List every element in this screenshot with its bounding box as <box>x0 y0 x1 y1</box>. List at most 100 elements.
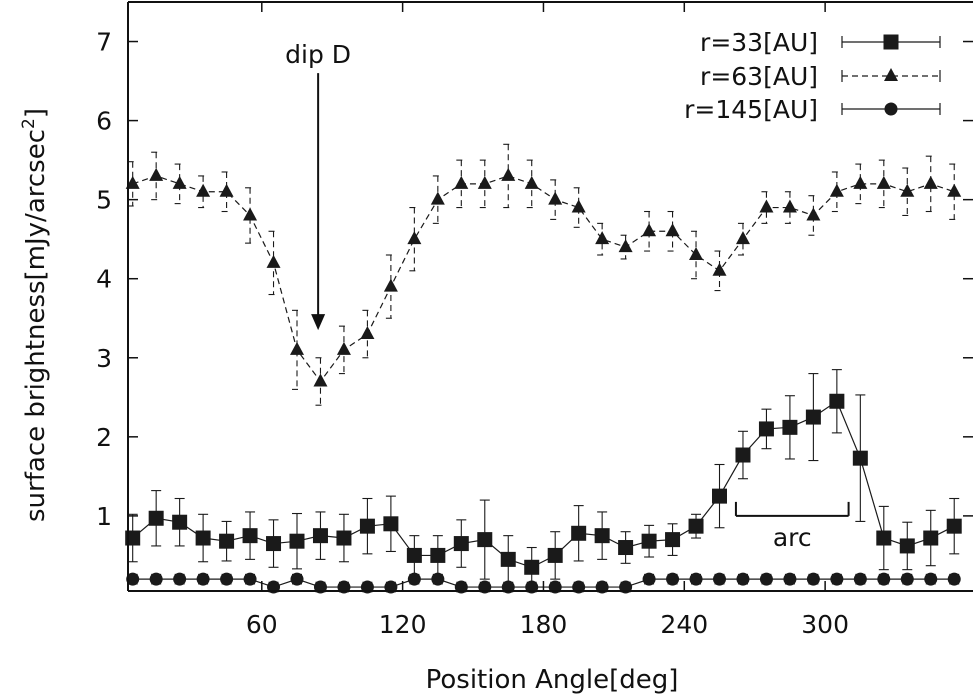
data-point-square <box>876 530 892 546</box>
legend-label-1: r=33[AU] <box>700 28 818 57</box>
data-point-square <box>266 536 282 552</box>
data-point-circle <box>290 572 304 586</box>
data-point-square <box>195 530 211 546</box>
data-point-triangle <box>125 175 140 189</box>
data-point-triangle <box>595 231 610 245</box>
data-point-square <box>172 514 188 530</box>
data-point-square <box>383 516 399 532</box>
arc-label: arc <box>773 523 812 552</box>
data-point-triangle <box>243 207 258 221</box>
data-point-triangle <box>290 341 304 355</box>
data-point-triangle <box>336 341 351 355</box>
y-axis-title-exponent: 2 <box>19 118 39 129</box>
data-point-circle <box>431 572 445 586</box>
legend: r=33[AU] r=63[AU] r=145[AU] <box>684 28 941 124</box>
y-tick-label: 1 <box>96 502 112 531</box>
data-point-square <box>594 528 610 544</box>
data-point-circle <box>243 572 257 586</box>
data-point-circle <box>407 572 421 586</box>
data-point-triangle <box>360 326 375 340</box>
series-lines <box>132 175 955 588</box>
data-point-circle <box>806 572 820 586</box>
error-bars <box>127 143 960 593</box>
data-point-square <box>805 409 821 425</box>
data-point-circle <box>924 572 938 586</box>
data-point-circle <box>689 572 703 586</box>
x-tick-label: 120 <box>379 610 427 639</box>
legend-marker-circle <box>884 102 898 116</box>
data-point-circle <box>830 572 844 586</box>
data-point-triangle <box>219 183 234 197</box>
data-point-square <box>641 533 657 549</box>
data-point-circle <box>877 572 891 586</box>
data-point-circle <box>736 572 750 586</box>
y-tick-label: 2 <box>96 423 112 452</box>
axes: 60 120 180 240 300 1 2 3 4 5 6 7 <box>96 1 973 639</box>
data-point-square <box>735 447 751 463</box>
data-point-square <box>782 419 798 435</box>
data-point-square <box>289 533 305 549</box>
x-axis-title: Position Angle[deg] <box>426 665 679 695</box>
data-point-square <box>406 547 422 563</box>
data-point-square <box>618 540 634 556</box>
data-point-square <box>477 532 493 548</box>
data-point-triangle <box>900 183 915 197</box>
data-point-triangle <box>477 175 492 189</box>
x-tick-label: 180 <box>520 610 568 639</box>
y-axis-title: surface brightness[mJy/arcsec2] <box>19 108 51 522</box>
y-tick-label: 4 <box>96 265 112 294</box>
data-point-triangle <box>735 231 750 245</box>
data-point-triangle <box>923 175 938 189</box>
data-point-square <box>547 547 563 563</box>
data-point-triangle <box>665 223 680 237</box>
x-tick-label: 60 <box>246 610 278 639</box>
y-tick-label: 6 <box>96 107 112 136</box>
data-point-triangle <box>571 199 586 213</box>
data-point-triangle <box>407 231 422 245</box>
data-point-square <box>359 518 375 534</box>
data-point-square <box>430 547 446 563</box>
data-point-triangle <box>313 373 328 387</box>
data-point-square <box>829 393 845 409</box>
data-point-circle <box>126 572 140 586</box>
y-axis-title-close: ] <box>21 108 51 118</box>
data-point-triangle <box>759 199 774 213</box>
data-point-square <box>242 528 258 544</box>
data-point-triangle <box>782 199 797 213</box>
data-point-circle <box>196 572 210 586</box>
y-tick-label: 5 <box>96 186 112 215</box>
data-point-square <box>712 488 727 504</box>
data-point-circle <box>173 572 187 586</box>
y-tick-label: 7 <box>96 28 112 57</box>
data-point-triangle <box>266 254 281 268</box>
data-point-triangle <box>383 278 398 292</box>
data-point-circle <box>900 572 914 586</box>
data-point-triangle <box>806 207 821 221</box>
data-point-square <box>336 530 352 546</box>
data-markers <box>125 167 962 594</box>
data-point-triangle <box>876 175 891 189</box>
data-point-triangle <box>196 183 211 197</box>
data-point-circle <box>642 572 656 586</box>
data-point-triangle <box>829 183 844 197</box>
data-point-square <box>500 551 516 567</box>
data-point-square <box>946 518 962 534</box>
y-tick-label: 3 <box>96 344 112 373</box>
data-point-triangle <box>149 167 164 181</box>
data-point-square <box>219 533 235 549</box>
data-point-square <box>852 450 868 466</box>
data-point-circle <box>947 572 961 586</box>
annotations: dip D arc <box>285 40 850 552</box>
data-point-square <box>524 559 540 575</box>
series-line-2 <box>132 175 955 383</box>
legend-label-2: r=63[AU] <box>700 62 818 91</box>
data-point-triangle <box>618 239 633 253</box>
data-point-circle <box>713 572 726 586</box>
data-point-triangle <box>548 191 563 205</box>
data-point-triangle <box>642 223 657 237</box>
data-point-square <box>571 525 587 541</box>
data-point-square <box>758 421 774 437</box>
data-point-square <box>453 536 469 552</box>
x-tick-label: 240 <box>660 610 708 639</box>
